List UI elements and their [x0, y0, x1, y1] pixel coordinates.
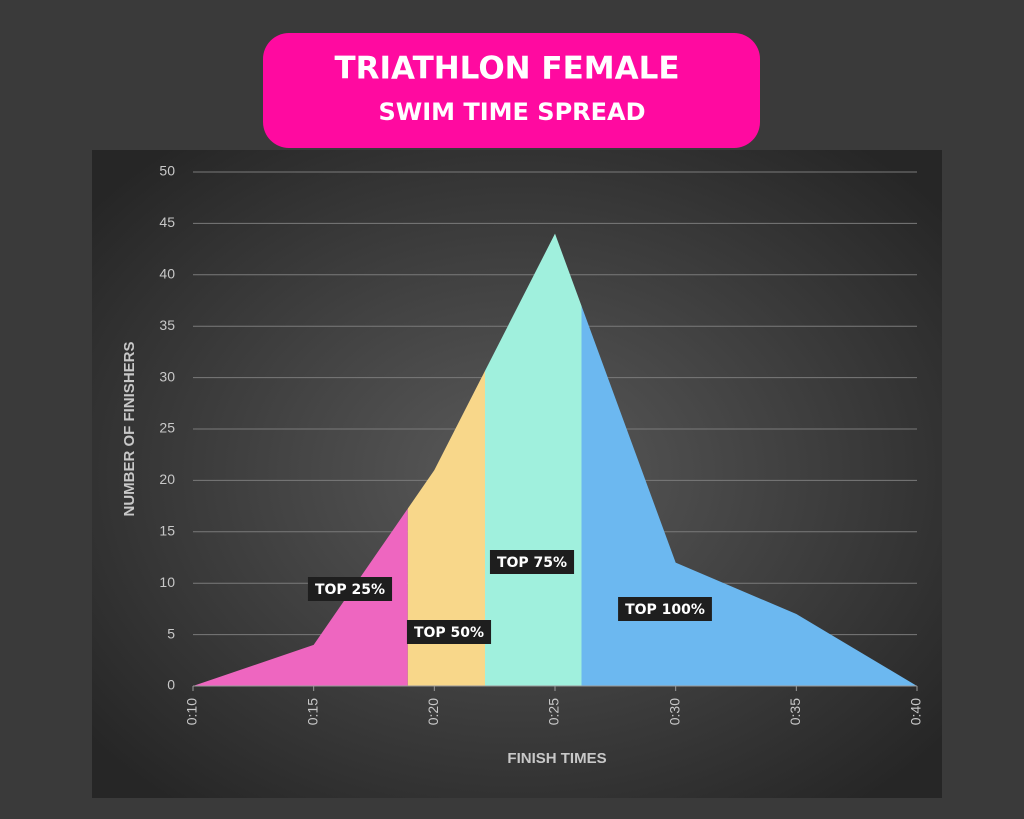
y-tick-label: 15 — [159, 523, 175, 539]
y-tick-label: 20 — [159, 471, 175, 487]
chart-subtitle: SWIM TIME SPREAD — [378, 98, 645, 126]
segment-label-text: TOP 25% — [315, 582, 385, 598]
segment-label-box — [618, 597, 712, 621]
chart-title: TRIATHLON FEMALE — [334, 51, 679, 87]
y-tick-label: 25 — [159, 420, 175, 436]
area-segment — [407, 370, 486, 686]
segment-label: TOP 100% — [618, 597, 712, 621]
segment-label-box — [489, 550, 575, 574]
segment-label: TOP 50% — [406, 620, 492, 644]
segment-label: TOP 75% — [489, 550, 575, 574]
area-segment — [581, 306, 917, 686]
y-tick-label: 50 — [159, 163, 175, 179]
y-tick-label: 0 — [167, 677, 175, 693]
segment-label-box — [307, 577, 393, 601]
segment-label-text: TOP 100% — [625, 602, 705, 618]
y-axis-label: NUMBER OF FINISHERS — [121, 341, 138, 516]
y-tick-label: 10 — [159, 574, 175, 590]
title-box — [263, 33, 760, 148]
y-tick-label: 35 — [159, 317, 175, 333]
segment-label-text: TOP 75% — [497, 555, 567, 571]
segment-label-text: TOP 50% — [414, 625, 484, 641]
y-tick-label: 40 — [159, 266, 175, 282]
area-segment — [193, 508, 408, 686]
x-tick-label: 0:15 — [304, 698, 320, 725]
x-tick-label: 0:30 — [666, 698, 682, 725]
segment-label-box — [406, 620, 492, 644]
x-tick-label: 0:35 — [787, 698, 803, 725]
y-tick-label: 45 — [159, 214, 175, 230]
segment-label: TOP 25% — [307, 577, 393, 601]
y-tick-label: 30 — [159, 368, 175, 384]
x-axis-label: FINISH TIMES — [507, 750, 606, 767]
x-tick-label: 0:10 — [184, 698, 200, 725]
x-tick-label: 0:20 — [425, 698, 441, 725]
y-tick-label: 5 — [167, 625, 175, 641]
x-tick-label: 0:25 — [546, 698, 562, 725]
x-tick-label: 0:40 — [908, 698, 924, 725]
